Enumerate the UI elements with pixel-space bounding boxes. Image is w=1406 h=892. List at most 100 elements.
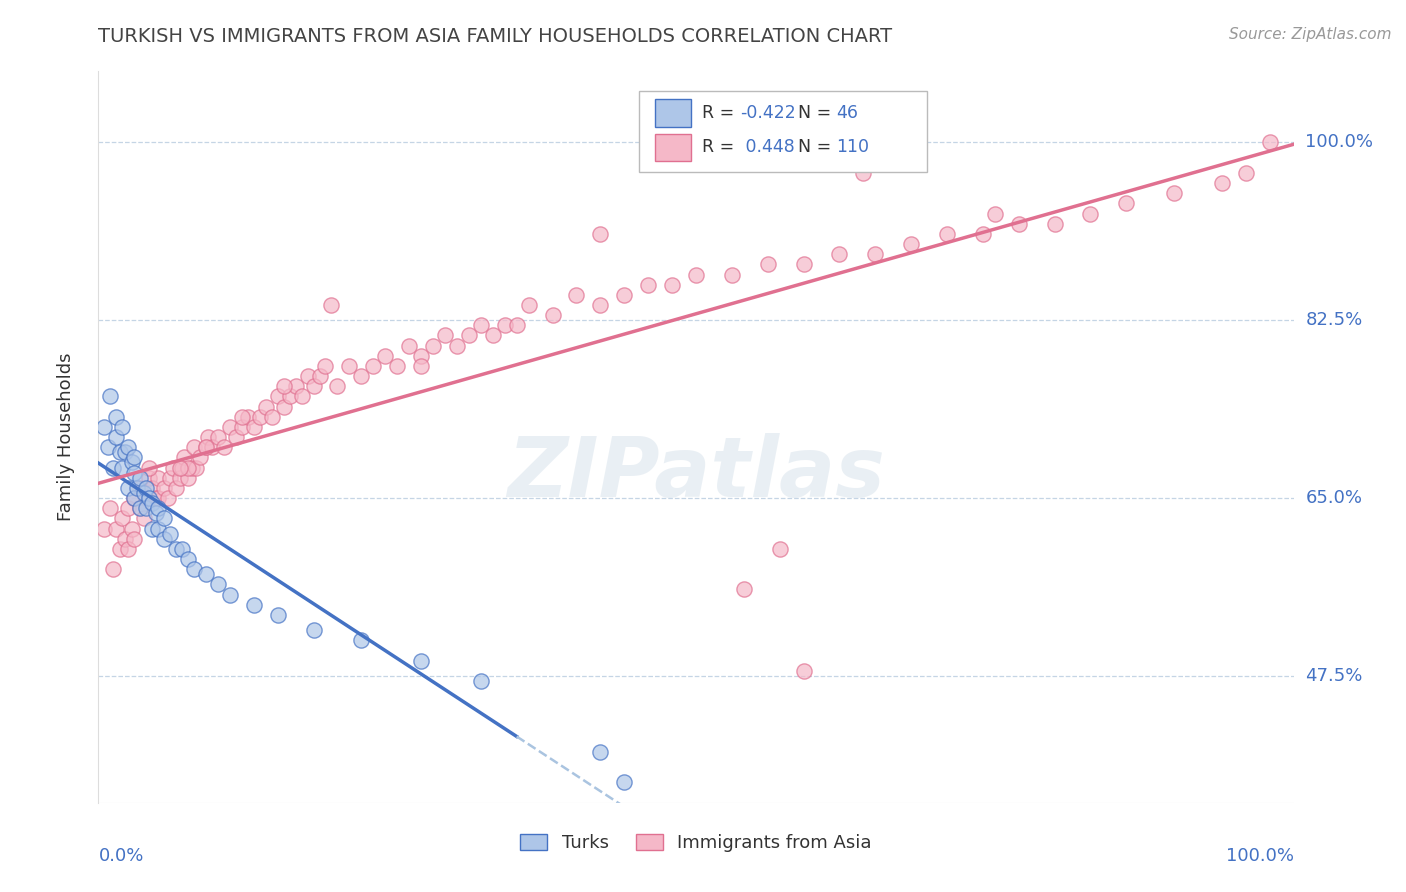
Point <box>506 318 529 333</box>
Text: 100.0%: 100.0% <box>1306 134 1374 152</box>
Point <box>148 491 170 505</box>
Point <box>186 460 208 475</box>
Point <box>172 460 194 475</box>
Point <box>108 445 131 459</box>
Text: N =: N = <box>797 104 831 122</box>
Point <box>148 501 170 516</box>
Point <box>411 359 433 373</box>
Point <box>212 440 235 454</box>
Point <box>93 521 115 535</box>
Point <box>637 277 659 292</box>
Point <box>273 400 295 414</box>
Point <box>398 338 420 352</box>
Point <box>231 420 253 434</box>
Point <box>363 359 385 373</box>
Point <box>129 481 152 495</box>
Point <box>114 445 136 459</box>
Point <box>470 318 492 333</box>
Point <box>219 420 242 434</box>
Point <box>124 466 146 480</box>
Point <box>267 389 290 403</box>
Text: N =: N = <box>797 138 837 156</box>
Point <box>125 481 148 495</box>
Point <box>153 532 176 546</box>
Point <box>207 577 229 591</box>
Point <box>1234 166 1257 180</box>
Point <box>1080 206 1102 220</box>
Point <box>321 298 343 312</box>
Text: 0.0%: 0.0% <box>98 847 143 864</box>
Point <box>195 440 218 454</box>
Point <box>225 430 247 444</box>
Point <box>135 501 157 516</box>
Text: Source: ZipAtlas.com: Source: ZipAtlas.com <box>1229 27 1392 42</box>
Point <box>132 486 155 500</box>
Point <box>124 491 146 505</box>
FancyBboxPatch shape <box>655 99 692 127</box>
Point <box>411 349 433 363</box>
Point <box>141 521 163 535</box>
Point <box>98 501 122 516</box>
Point <box>121 521 143 535</box>
Point <box>180 460 202 475</box>
Text: 110: 110 <box>835 138 869 156</box>
Text: 46: 46 <box>835 104 858 122</box>
Point <box>117 440 139 454</box>
Legend: Turks, Immigrants from Asia: Turks, Immigrants from Asia <box>513 827 879 860</box>
Point <box>159 526 181 541</box>
Point <box>249 409 271 424</box>
Point <box>350 369 373 384</box>
Point <box>135 481 157 495</box>
Point <box>121 455 143 469</box>
Point <box>101 460 124 475</box>
Point <box>105 409 128 424</box>
Point <box>153 481 176 495</box>
Point <box>589 227 612 241</box>
Text: 82.5%: 82.5% <box>1306 311 1362 329</box>
Point <box>422 338 444 352</box>
Point <box>197 430 219 444</box>
Point <box>434 328 457 343</box>
Text: 65.0%: 65.0% <box>1306 489 1362 507</box>
Point <box>141 496 163 510</box>
Text: R =: R = <box>702 104 740 122</box>
Point <box>162 460 184 475</box>
Point <box>117 541 139 556</box>
Point <box>156 491 179 505</box>
Point <box>165 541 187 556</box>
Point <box>114 532 136 546</box>
Point <box>481 328 505 343</box>
Point <box>129 501 152 516</box>
Text: 47.5%: 47.5% <box>1306 667 1362 685</box>
Point <box>302 379 325 393</box>
Point <box>243 598 266 612</box>
Point <box>326 379 349 393</box>
Text: 100.0%: 100.0% <box>1226 847 1294 864</box>
Point <box>494 318 516 333</box>
Point <box>148 471 170 485</box>
Point <box>828 247 851 261</box>
Point <box>613 775 636 789</box>
Point <box>93 420 115 434</box>
Point <box>865 247 887 261</box>
Point <box>613 288 636 302</box>
Point <box>145 491 167 505</box>
Point <box>517 298 540 312</box>
Point <box>350 633 373 648</box>
Point <box>768 541 790 556</box>
Point <box>793 257 815 271</box>
Point <box>148 521 170 535</box>
Point <box>169 460 191 475</box>
Point <box>101 562 124 576</box>
Point <box>984 206 1007 220</box>
Point <box>297 369 319 384</box>
Point <box>470 673 492 688</box>
Point <box>541 308 564 322</box>
Point <box>108 541 131 556</box>
Point <box>1258 136 1281 150</box>
Point <box>219 588 242 602</box>
Point <box>153 511 176 525</box>
Point <box>105 521 128 535</box>
Point <box>207 430 229 444</box>
Point <box>111 460 134 475</box>
